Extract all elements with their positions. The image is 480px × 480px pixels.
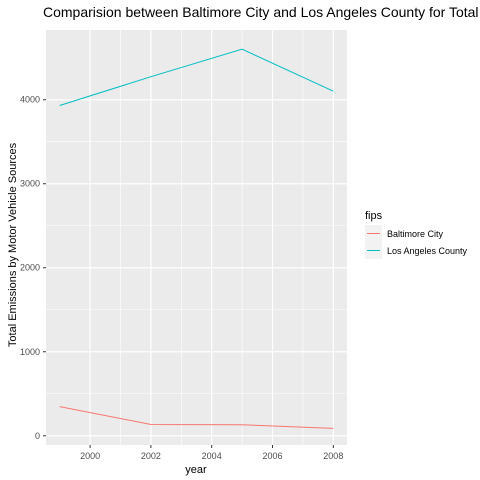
plot-panel	[46, 30, 347, 445]
legend: fips Baltimore City Los Angeles County	[365, 210, 468, 259]
y-tick-label: 2000	[20, 263, 40, 273]
x-tick-label: 2008	[323, 451, 343, 461]
legend-label: Baltimore City	[387, 229, 444, 239]
series-line-1	[59, 48, 334, 106]
y-tick-label: 0	[35, 431, 40, 441]
y-axis-title: Total Emissions by Motor Vehicle Sources	[7, 142, 19, 347]
x-tick-label: 2002	[141, 451, 161, 461]
panel-background	[46, 30, 347, 445]
x-tick-label: 2006	[262, 451, 282, 461]
y-tick-label: 1000	[20, 347, 40, 357]
y-tick-label: 4000	[20, 95, 40, 105]
legend-label: Los Angeles County	[387, 246, 468, 256]
x-tick-label: 2004	[202, 451, 222, 461]
chart-title: Comparision between Baltimore City and L…	[43, 4, 480, 20]
y-tick-label: 3000	[20, 179, 40, 189]
series-line-0	[59, 406, 334, 429]
legend-title: fips	[365, 210, 383, 222]
x-tick-label: 2000	[80, 451, 100, 461]
x-axis-title: year	[185, 464, 207, 476]
axis-ticks: 2000 2002 2004 2006 2008 0 1000 2000 3000 4000	[20, 95, 343, 461]
